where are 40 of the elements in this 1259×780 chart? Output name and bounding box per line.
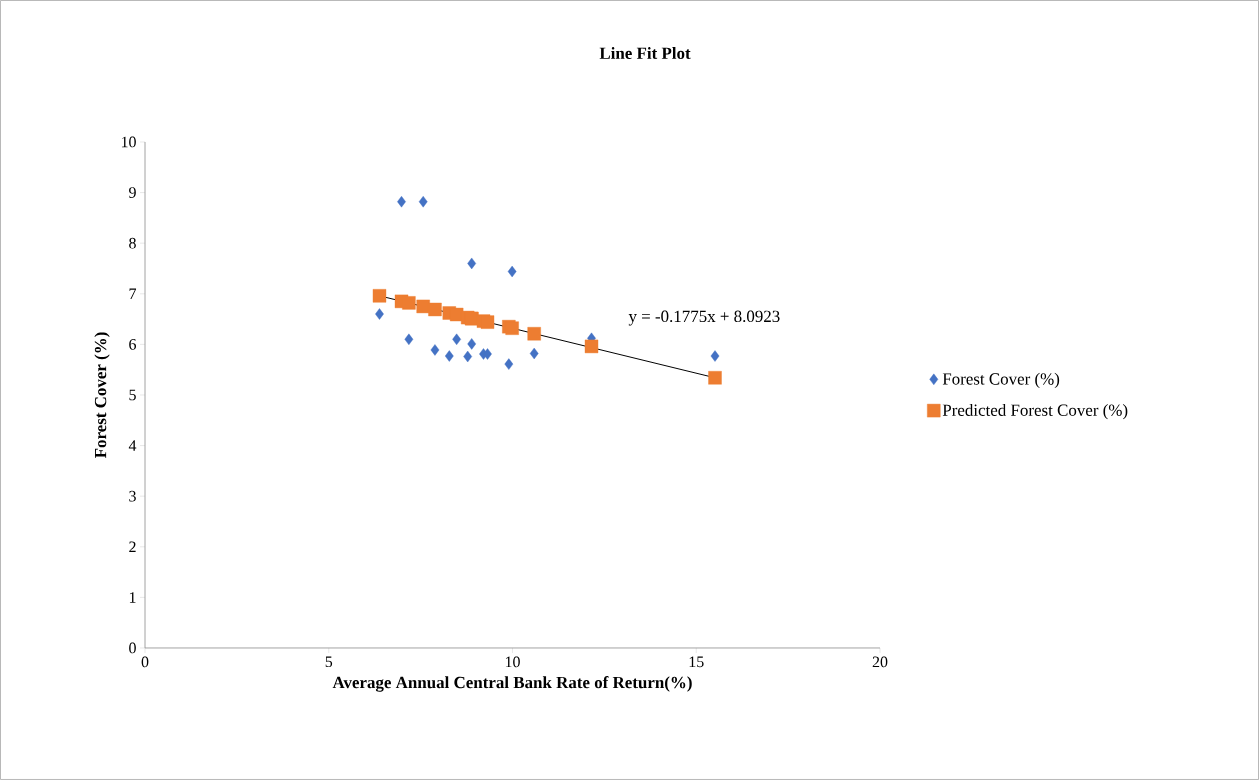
point — [428, 302, 442, 317]
point — [467, 257, 477, 270]
y-axis-title: Forest Cover (%) — [94, 332, 110, 459]
y-tick-label: 10 — [121, 136, 136, 148]
x-tick-label: 20 — [872, 656, 888, 668]
point — [504, 358, 514, 370]
point — [444, 350, 454, 362]
point — [375, 308, 384, 320]
point — [527, 327, 541, 341]
point — [430, 344, 440, 356]
point — [402, 296, 416, 310]
point — [584, 339, 599, 354]
point — [418, 195, 428, 208]
point — [710, 350, 720, 362]
y-tick-label: 9 — [129, 187, 136, 198]
chart-title: Line Fit Plot — [599, 47, 691, 59]
point — [372, 289, 387, 303]
y-tick-label: 1 — [129, 592, 136, 603]
y-tick-label: 2 — [129, 541, 136, 553]
y-tick-label: 3 — [129, 490, 136, 502]
y-tick-label: 5 — [129, 389, 136, 401]
point — [480, 315, 495, 329]
point — [404, 333, 414, 346]
legend-label: Predicted Forest Cover (%) — [942, 403, 1128, 420]
y-tick-label: 4 — [128, 440, 137, 451]
x-axis-title: Average Annual Central Bank Rate of Return(%) — [332, 676, 692, 692]
y-tick-label: 6 — [129, 339, 137, 350]
x-tick-label: 0 — [141, 656, 149, 668]
legend-label: Forest Cover (%) — [942, 372, 1060, 389]
x-tick-label: 15 — [689, 656, 704, 668]
annotation: y = -0.1775x + 8.0923 — [628, 310, 780, 326]
x-tick-label: 10 — [505, 656, 520, 668]
y-tick-label: 8 — [129, 237, 136, 249]
point — [529, 347, 539, 360]
y-tick-label: 0 — [129, 642, 136, 654]
point — [708, 371, 722, 385]
point — [467, 338, 477, 350]
point — [507, 265, 517, 278]
x-tick-label: 5 — [325, 656, 333, 668]
y-tick-label: 7 — [129, 288, 137, 299]
